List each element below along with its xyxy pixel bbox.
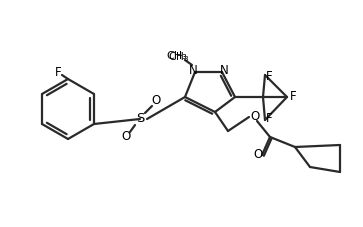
Text: O: O [121, 131, 131, 143]
Text: N: N [220, 64, 228, 76]
Text: F: F [55, 66, 61, 79]
Text: O: O [253, 148, 262, 161]
Text: F: F [266, 111, 272, 124]
Text: $\mathregular{CH_3}$: $\mathregular{CH_3}$ [168, 50, 189, 64]
Text: CH₃: CH₃ [167, 51, 187, 61]
Text: F: F [290, 91, 296, 104]
Text: N: N [189, 64, 197, 76]
Text: O: O [151, 94, 160, 108]
Text: S: S [136, 113, 144, 126]
Text: O: O [250, 111, 260, 123]
Text: F: F [266, 71, 272, 84]
